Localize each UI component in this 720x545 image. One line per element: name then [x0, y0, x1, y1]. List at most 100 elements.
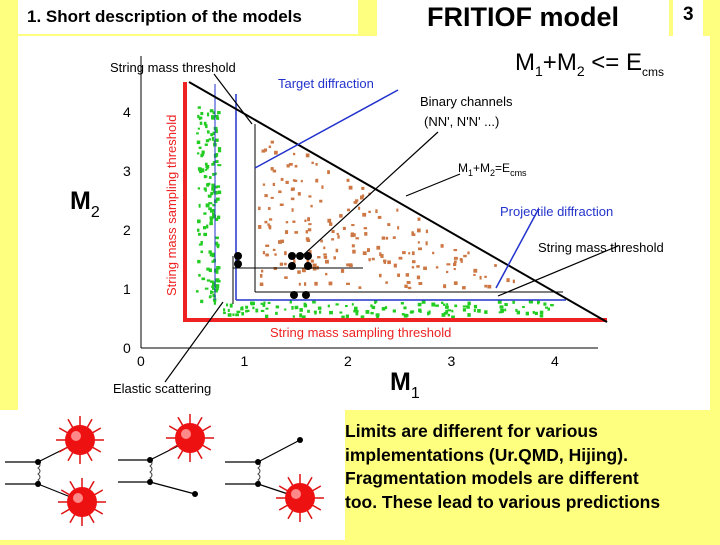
green-point — [197, 187, 201, 190]
orange-point — [285, 230, 289, 235]
orange-point — [267, 223, 270, 226]
green-point — [209, 219, 213, 222]
green-point — [197, 106, 201, 109]
green-point — [299, 313, 303, 318]
orange-point — [354, 199, 359, 202]
green-point — [212, 282, 216, 287]
slide-title-box: FRITIOF model — [377, 0, 669, 36]
green-point — [532, 311, 535, 314]
orange-point — [379, 273, 382, 278]
orange-point — [301, 268, 306, 273]
green-point — [213, 300, 217, 305]
green-point — [539, 314, 544, 318]
green-point — [370, 311, 374, 315]
slide-title: FRITIOF model — [427, 2, 619, 32]
orange-point — [284, 262, 287, 266]
orange-point — [274, 150, 278, 155]
orange-point — [364, 232, 368, 236]
orange-point — [262, 183, 266, 186]
orange-point — [304, 219, 307, 222]
orange-point — [350, 232, 355, 236]
green-point — [198, 146, 202, 149]
green-point — [260, 302, 264, 305]
orange-point — [286, 164, 290, 168]
binary-channels-label: Binary channels — [420, 94, 513, 109]
pointer-string-threshold — [213, 73, 253, 125]
orange-point — [285, 221, 289, 224]
green-point — [201, 150, 205, 154]
orange-point — [268, 225, 272, 230]
orange-point — [349, 264, 353, 268]
orange-point — [353, 233, 356, 237]
section-title-box: 1. Short description of the models — [18, 0, 358, 34]
orange-point — [479, 275, 482, 280]
orange-point — [323, 246, 326, 250]
orange-point — [294, 231, 299, 234]
orange-point — [307, 228, 312, 232]
orange-point — [425, 229, 429, 234]
y-tick-label: 1 — [123, 281, 131, 297]
orange-point — [306, 239, 311, 243]
green-point — [205, 139, 210, 143]
orange-point — [494, 264, 497, 267]
note-line: too. These lead to various predictions — [345, 491, 661, 512]
orange-point — [411, 233, 416, 236]
orange-point — [307, 217, 310, 222]
orange-point — [308, 195, 312, 198]
orange-point — [290, 187, 294, 192]
orange-point — [284, 251, 287, 256]
note-line: Limits are different for various — [345, 421, 598, 441]
green-point — [197, 259, 201, 264]
orange-point — [258, 206, 261, 211]
orange-point — [467, 251, 470, 255]
orange-point — [406, 281, 411, 284]
orange-point — [323, 253, 327, 256]
green-point — [345, 314, 350, 318]
orange-point — [425, 241, 428, 246]
orange-point — [361, 194, 365, 198]
orange-point — [363, 227, 368, 230]
orange-point — [351, 224, 355, 227]
green-point — [211, 260, 215, 263]
green-point — [267, 301, 271, 304]
green-point — [212, 293, 216, 297]
orange-point — [387, 223, 391, 227]
green-point — [196, 228, 200, 232]
vertex-dot — [255, 459, 261, 465]
orange-point — [352, 249, 356, 254]
green-point — [544, 306, 548, 309]
green-point — [201, 277, 206, 281]
orange-point — [453, 256, 458, 260]
feynman-diagram-group — [5, 414, 324, 526]
orange-point — [315, 178, 319, 183]
blob-highlight — [73, 493, 83, 503]
orange-point — [387, 260, 391, 265]
green-point — [314, 310, 317, 315]
green-point — [341, 315, 345, 320]
green-point — [204, 175, 208, 178]
green-point — [232, 313, 235, 316]
vertex-dot — [147, 479, 153, 485]
green-point — [211, 187, 215, 191]
green-point — [216, 245, 220, 249]
green-point — [214, 236, 219, 240]
orange-point — [303, 282, 307, 286]
x-axis-name: M1 — [390, 368, 420, 402]
green-point-cloud — [196, 106, 554, 320]
green-point — [212, 173, 216, 176]
orange-point — [329, 222, 333, 226]
projectile-diffraction-label: Projectile diffraction — [500, 204, 613, 219]
green-point — [210, 192, 214, 196]
green-point — [204, 189, 207, 192]
orange-point — [293, 259, 296, 264]
green-point — [197, 114, 200, 119]
orange-point — [432, 251, 435, 255]
orange-point — [323, 255, 328, 259]
green-point — [197, 127, 200, 130]
orange-point — [411, 266, 415, 269]
green-point — [428, 310, 431, 315]
green-point — [547, 307, 551, 311]
orange-point — [350, 234, 355, 238]
green-point — [196, 132, 199, 135]
green-point — [215, 284, 220, 288]
